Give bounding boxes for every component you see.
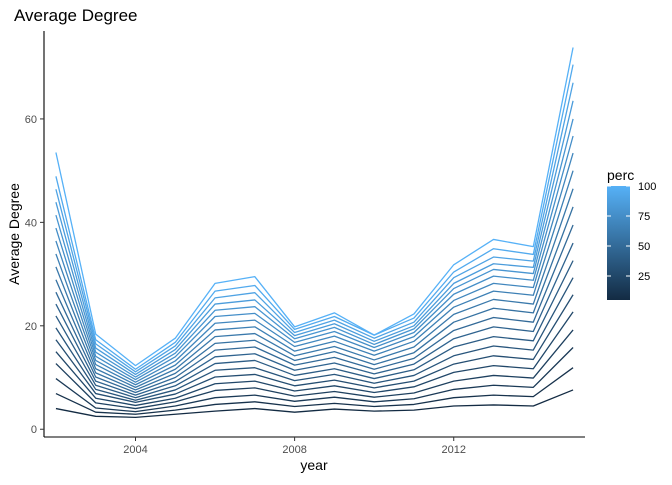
y-tick-label: 40: [25, 217, 37, 229]
x-ticks: 2004 2008 2012: [123, 437, 466, 456]
x-tick-label: 2008: [282, 444, 306, 456]
series-line-6: [55, 277, 574, 401]
series-line-13: [55, 152, 574, 383]
series-line-3: [55, 329, 574, 410]
series-line-19: [55, 47, 574, 367]
x-tick-label: 2012: [441, 444, 465, 456]
series-line-2: [55, 347, 574, 413]
legend-ticks: 25 50 75 100: [607, 181, 656, 283]
colorbar-tick-label: 75: [638, 211, 650, 223]
y-tick-label: 0: [31, 424, 37, 436]
series-line-18: [55, 64, 574, 370]
axes: [43, 31, 585, 438]
series-line-0: [55, 389, 574, 419]
series-line-10: [55, 206, 574, 391]
colorbar-tick-label: 50: [638, 241, 650, 253]
chart-title: Average Degree: [14, 6, 138, 25]
y-axis-label: Average Degree: [6, 183, 22, 285]
colorbar-tick-label: 25: [638, 271, 650, 283]
series-line-5: [55, 294, 574, 404]
legend-title: perc: [607, 167, 634, 183]
series-line-11: [55, 188, 574, 389]
y-tick-label: 60: [25, 114, 37, 126]
series-line-15: [55, 118, 574, 378]
y-ticks: 0 20 40 60: [25, 114, 44, 436]
x-axis-label: year: [300, 457, 328, 473]
series-line-4: [55, 311, 574, 407]
series-line-9: [55, 224, 574, 394]
legend: perc 25 50 75 100: [607, 167, 656, 300]
series-line-17: [55, 82, 574, 373]
plot-area: [55, 47, 574, 419]
series-line-12: [55, 170, 574, 386]
legend-colorbar: [607, 186, 630, 300]
series-line-16: [55, 100, 574, 376]
series-line-1: [55, 367, 574, 415]
series-line-7: [55, 260, 574, 399]
colorbar-tick-label: 100: [638, 181, 656, 193]
x-tick-label: 2004: [123, 444, 147, 456]
y-tick-label: 20: [25, 321, 37, 333]
series-line-14: [55, 135, 574, 381]
series-line-8: [55, 242, 574, 396]
